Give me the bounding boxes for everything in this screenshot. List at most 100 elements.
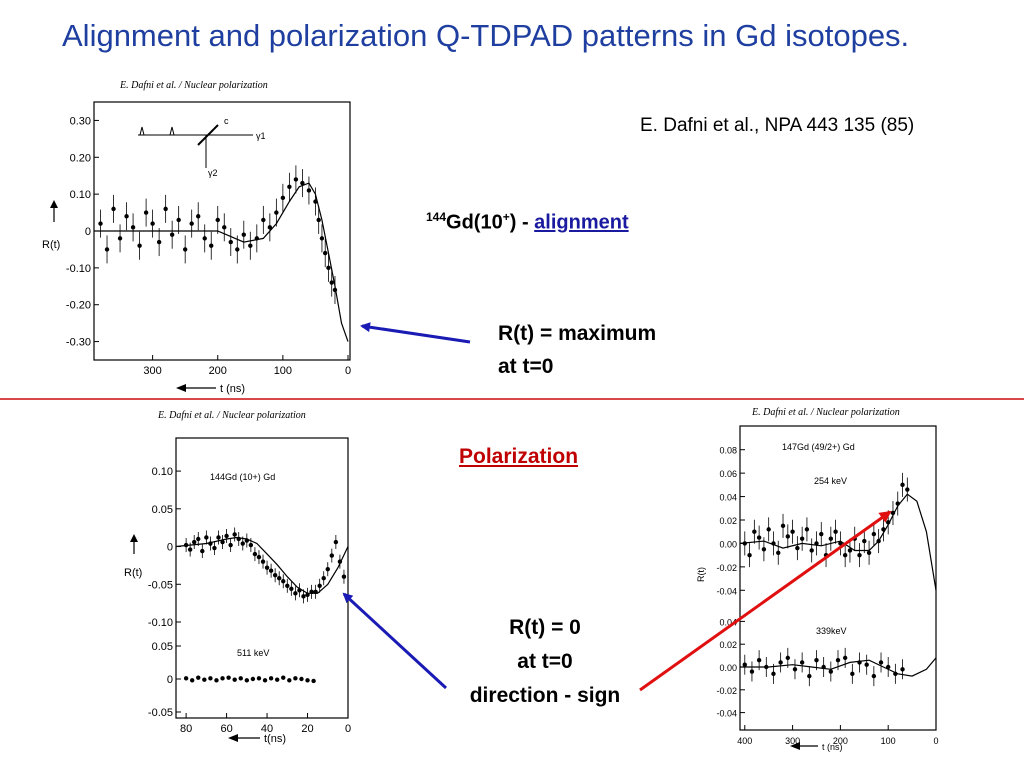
figure-polarization-144gd: E. Dafni et al. / Nuclear polarization 0… [120,404,360,746]
fit-curve [740,657,937,677]
data-point [293,177,299,182]
data-point [228,542,233,548]
data-point [196,675,201,680]
data-point [176,217,181,223]
data-point [828,669,834,674]
arrow-left-icon [790,742,800,750]
data-point [220,676,225,681]
y-tick-label: -0.05 [148,707,173,719]
polarization-label[interactable]: Polarization [459,445,579,468]
data-point [124,214,129,219]
y-tick-label: 0.05 [152,504,173,516]
data-point [196,536,201,542]
data-point [900,482,905,488]
fit-curve [94,182,349,342]
data-point [778,660,783,665]
data-point [232,532,237,537]
x-tick-label: 0 [345,365,351,377]
arrow-to-alignment-curve [360,322,471,344]
x-tick-label: 200 [833,736,848,746]
rmax-line-2: at t=0 [498,355,554,378]
data-point [771,671,776,677]
y-tick-label: -0.30 [66,337,91,349]
data-point [864,662,869,667]
data-point [807,673,812,679]
data-point [329,553,335,558]
y-tick-label: 0 [167,542,173,554]
data-point [326,265,331,271]
data-point [130,225,136,230]
data-point [137,243,142,248]
data-point [169,232,175,237]
data-point [319,236,325,241]
data-point [804,527,810,532]
data-point [163,206,168,212]
arrow-up-icon [50,200,58,208]
alignment-plot: E. Dafni et al. / Nuclear polarization 0… [42,80,351,395]
slide-title: Alignment and polarization Q-TDPAD patte… [62,18,910,53]
data-point [222,225,227,230]
data-point [187,547,193,552]
data-point [317,583,322,588]
data-point [189,678,195,683]
data-point [306,188,312,193]
data-point [842,552,848,558]
data-point [208,676,213,681]
y-tick-label: 0.06 [719,469,737,479]
x-tick-label: 20 [301,723,313,735]
data-point [341,574,347,579]
data-point [325,566,330,572]
data-point [104,247,110,252]
section-divider [0,398,1024,400]
data-point [189,221,194,226]
rzero-line-1: R(t) = 0 [509,616,581,639]
data-point [316,217,321,223]
data-point [293,591,298,596]
y-tick-label: 0.04 [719,617,737,627]
y-tick-label: 0.10 [70,189,91,201]
upper-energy-label: 254 keV [814,476,847,486]
data-point [202,236,207,241]
data-point [261,217,266,223]
data-point [202,677,207,682]
data-point [756,657,762,663]
data-point [256,676,262,681]
x-tick-label: 100 [881,736,896,746]
data-point [785,655,791,661]
data-point [301,594,306,599]
data-point [300,180,305,186]
rmax-note: R(t) = maximum at t=0 [498,317,656,383]
arrow-left-icon [176,384,186,392]
data-point [212,545,217,551]
data-point [260,559,266,564]
data-point [280,195,286,201]
upper-panel-label: 147Gd (49/2+) Gd [782,442,855,452]
plot-frame [175,437,349,719]
data-point [833,529,838,534]
y-tick-label: -0.02 [716,686,737,696]
x-tick-label: 40 [261,723,273,735]
y-axis-label: R(t) [42,239,60,251]
data-point [220,539,225,545]
x-tick-label: 0 [345,723,351,735]
data-point [305,678,310,683]
y-tick-label: 0.00 [719,539,737,549]
x-tick-label: 300 [143,365,161,377]
y-tick-label: 0.02 [719,640,737,650]
x-axis-label: t (ns) [220,383,245,395]
data-point [900,667,905,672]
y-tick-label: 0.05 [152,641,173,653]
data-point [752,529,757,534]
y-tick-label: 0.02 [719,516,737,526]
alignment-link[interactable]: alignment [534,211,629,234]
y-tick-label: -0.20 [66,300,91,312]
x-tick-label: 0 [933,736,938,746]
arrow-left-icon [228,734,238,742]
data-point [274,677,280,682]
y-tick-label: -0.10 [66,263,91,275]
data-point [215,217,220,223]
isotope-close: ) - [509,211,535,234]
isotope-text: Gd(10 [446,211,503,234]
data-point [761,547,767,552]
y-tick-label: -0.04 [716,709,737,719]
